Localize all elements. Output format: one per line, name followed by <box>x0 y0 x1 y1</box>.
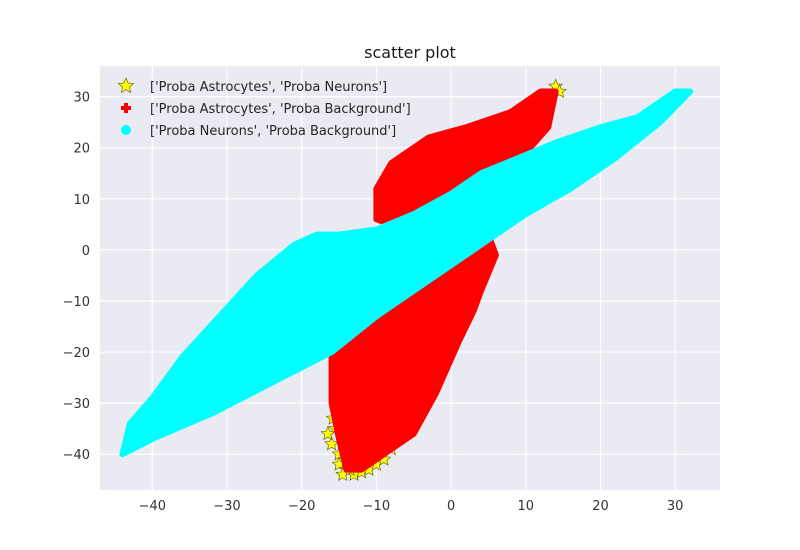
x-tick-label: −30 <box>213 499 240 514</box>
tick-labels: −40 −30 −20 −10 0 10 20 30 −40 −30 −20 −10 0 10 20 30 <box>63 91 684 514</box>
x-tick-label: 10 <box>518 499 535 514</box>
legend-label: ['Proba Neurons', 'Proba Background'] <box>150 124 396 139</box>
legend-plus-marker <box>121 103 131 113</box>
y-tick-label: −20 <box>63 346 90 361</box>
series-1 <box>328 88 559 473</box>
y-tick-label: −30 <box>63 397 90 412</box>
series-2 <box>119 88 694 458</box>
series-layer <box>119 78 694 481</box>
x-tick-label: −40 <box>139 499 166 514</box>
y-tick-label: 30 <box>73 91 90 106</box>
legend: ['Proba Astrocytes', 'Proba Neurons'] ['P… <box>117 77 411 139</box>
chart-title: scatter plot <box>364 43 456 62</box>
y-tick-label: 0 <box>82 244 90 259</box>
y-tick-label: −10 <box>63 295 90 310</box>
legend-star-marker <box>117 77 135 94</box>
legend-circle-marker <box>121 125 131 135</box>
cyan-region-0 <box>119 88 694 458</box>
y-tick-label: 20 <box>73 142 90 157</box>
x-tick-label: 20 <box>592 499 609 514</box>
y-tick-label: −40 <box>63 448 90 463</box>
star-point <box>320 426 336 441</box>
legend-label: ['Proba Astrocytes', 'Proba Neurons'] <box>150 80 387 95</box>
star-point <box>324 436 339 451</box>
x-tick-label: 30 <box>667 499 684 514</box>
x-tick-label: −10 <box>363 499 390 514</box>
x-tick-label: −20 <box>288 499 315 514</box>
x-tick-label: 0 <box>447 499 455 514</box>
legend-label: ['Proba Astrocytes', 'Proba Background'] <box>150 102 411 117</box>
y-tick-label: 10 <box>73 193 90 208</box>
